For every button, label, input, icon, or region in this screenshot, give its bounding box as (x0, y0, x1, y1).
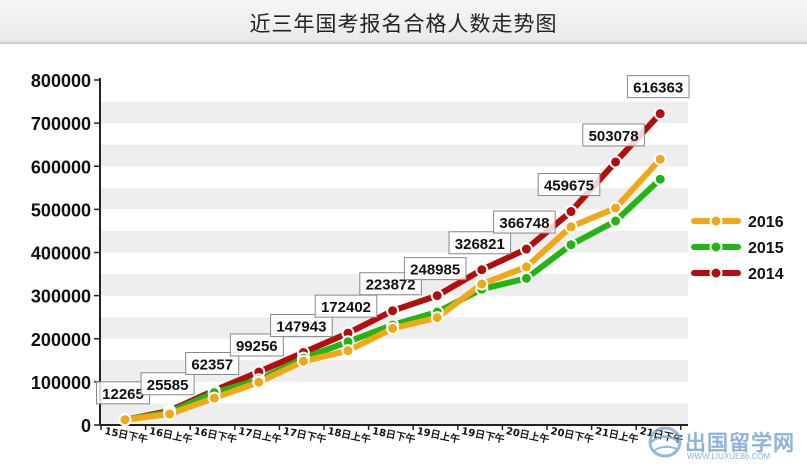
y-tick-label: 700000 (31, 114, 91, 134)
data-label: 25585 (147, 377, 189, 394)
data-label: 503078 (589, 128, 639, 145)
series-line-2015 (122, 176, 664, 423)
y-tick-label: 800000 (31, 71, 91, 91)
x-tick-label: 17日下午 (282, 424, 328, 446)
legend-marker-2015 (709, 240, 723, 254)
y-tick-label: 400000 (31, 244, 91, 264)
data-point-2016 (252, 375, 266, 389)
x-tick-label: 21日上午 (594, 424, 640, 446)
data-point-2015 (519, 271, 533, 285)
data-point-2014 (564, 205, 578, 219)
data-label-box (270, 314, 333, 338)
grid-band (100, 230, 688, 253)
data-label: 62357 (191, 357, 233, 374)
data-label: 12265 (102, 386, 144, 403)
data-point-2016 (609, 201, 623, 215)
data-label: 616363 (633, 80, 683, 97)
data-label-box (403, 257, 467, 281)
globe-logo-icon (648, 426, 682, 458)
y-tick-label: 300000 (31, 287, 91, 307)
data-label-box (537, 173, 601, 197)
y-tick-label: 500000 (31, 200, 91, 220)
x-tick-label: 20日上午 (505, 424, 551, 446)
x-tick-label: 15日下午 (103, 424, 149, 446)
data-point-2016 (341, 344, 355, 358)
x-tick-label: 19日下午 (460, 424, 506, 446)
data-point-2016 (475, 277, 489, 291)
watermark-text: 出国留学网 (685, 431, 795, 455)
legend-label-2015: 2015 (748, 240, 784, 257)
data-point-2016 (296, 354, 310, 368)
data-label: 147943 (276, 319, 326, 336)
data-point-2015 (653, 172, 667, 186)
grid-band (100, 144, 688, 167)
data-label: 99256 (236, 338, 278, 355)
data-label-box (314, 294, 378, 318)
x-tick-label: 16日上午 (148, 424, 194, 446)
data-point-2016 (653, 152, 667, 166)
data-point-2015 (564, 238, 578, 252)
data-label-box (582, 123, 645, 147)
data-label: 172402 (321, 299, 371, 316)
grid-band (100, 403, 688, 425)
data-label-box (229, 333, 284, 357)
data-point-2014 (475, 263, 489, 277)
data-label-box (185, 352, 240, 375)
data-point-2016 (519, 260, 533, 274)
x-tick-label: 16日下午 (193, 424, 239, 446)
data-point-2016 (163, 407, 177, 421)
data-point-2014 (386, 304, 400, 318)
chart-title: 近三年国考报名合格人数走势图 (249, 12, 558, 36)
legend-label-2016: 2016 (748, 214, 784, 231)
y-tick-label: 600000 (31, 157, 91, 177)
data-label: 223872 (366, 277, 416, 294)
legend-marker-2016 (709, 214, 723, 228)
x-tick-label: 18日下午 (371, 424, 417, 446)
data-label: 366748 (499, 215, 549, 232)
data-point-2016 (564, 220, 578, 234)
data-point-2015 (609, 214, 623, 228)
data-label-box (448, 231, 512, 255)
data-point-2014 (653, 107, 667, 121)
data-label: 459675 (544, 178, 594, 195)
x-tick-label: 19日上午 (416, 424, 462, 446)
grid-band (100, 101, 688, 124)
x-tick-label: 20日下午 (549, 424, 595, 446)
data-point-2016 (386, 321, 400, 335)
data-label-box (626, 75, 690, 99)
y-tick-label: 0 (81, 416, 91, 436)
data-point-2014 (430, 289, 444, 303)
data-label-box (140, 372, 195, 396)
data-label-box (493, 210, 556, 234)
data-point-2016 (207, 391, 221, 405)
data-label: 248985 (410, 262, 460, 279)
data-point-2014 (519, 242, 533, 256)
watermark: 出国留学网 WWW.LIUXUE86.COM (645, 425, 805, 461)
data-point-2016 (430, 311, 444, 325)
legend-label-2014: 2014 (748, 266, 784, 283)
data-point-2016 (118, 413, 132, 427)
legend-marker-2014 (709, 266, 723, 280)
y-tick-label: 100000 (31, 373, 91, 393)
x-tick-label: 18日上午 (326, 424, 372, 446)
data-label: 326821 (455, 236, 505, 253)
data-point-2014 (609, 155, 623, 169)
title-bar (0, 0, 807, 44)
x-tick-label: 17日上午 (237, 424, 283, 446)
watermark-subtext: WWW.LIUXUE86.COM (687, 452, 771, 461)
y-tick-label: 200000 (31, 330, 91, 350)
